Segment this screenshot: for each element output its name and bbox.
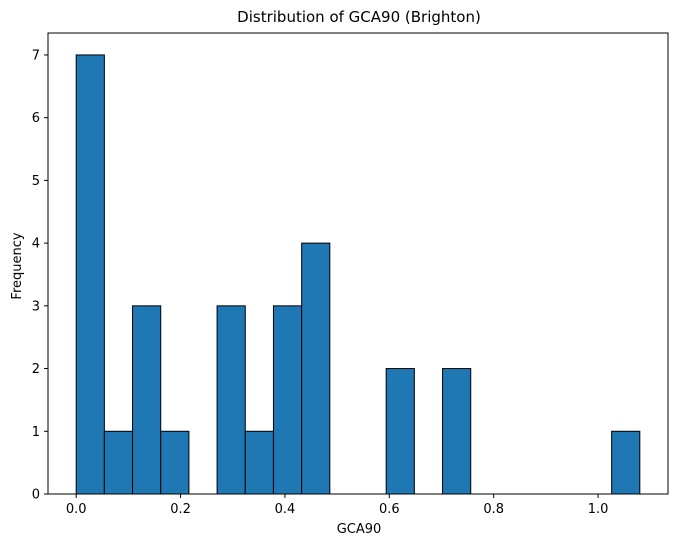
histogram-bar: [301, 242, 331, 495]
y-axis-ticks: 0 1 2 3 4 5 6 7: [32, 48, 48, 503]
histogram-bar: [611, 430, 641, 495]
y-tick-label: 1: [32, 425, 40, 440]
x-axis-label: GCA90: [337, 522, 382, 537]
x-tick-label: 0.8: [483, 502, 504, 517]
y-tick-label: 2: [32, 362, 40, 377]
y-tick-label: 3: [32, 299, 40, 314]
axes-frame: [47, 32, 669, 495]
histogram-bar: [216, 305, 246, 495]
x-tick-label: 0.0: [66, 502, 87, 517]
x-tick-label: 0.4: [275, 502, 296, 517]
y-tick-label: 5: [32, 174, 40, 189]
histogram-bar: [244, 430, 274, 495]
histogram-bar: [75, 54, 105, 495]
histogram-bar: [160, 430, 190, 495]
chart-title: Distribution of GCA90 (Brighton): [237, 8, 481, 26]
x-tick-label: 0.6: [379, 502, 400, 517]
y-tick-label: 7: [32, 48, 40, 63]
plot-area: [75, 54, 641, 495]
histogram-bar: [272, 305, 303, 495]
x-tick-label: 0.2: [170, 502, 191, 517]
y-tick-label: 6: [32, 111, 40, 126]
x-axis-ticks: 0.0 0.2 0.4 0.6 0.8 1.0: [66, 494, 609, 517]
x-tick-label: 1.0: [588, 502, 609, 517]
y-tick-label: 0: [32, 488, 40, 503]
histogram-bar: [103, 430, 134, 495]
histogram-bar: [132, 305, 162, 495]
histogram-bar: [442, 368, 472, 495]
histogram-bar: [385, 368, 415, 495]
y-axis-label: Frequency: [10, 232, 25, 299]
y-tick-label: 4: [32, 237, 40, 252]
